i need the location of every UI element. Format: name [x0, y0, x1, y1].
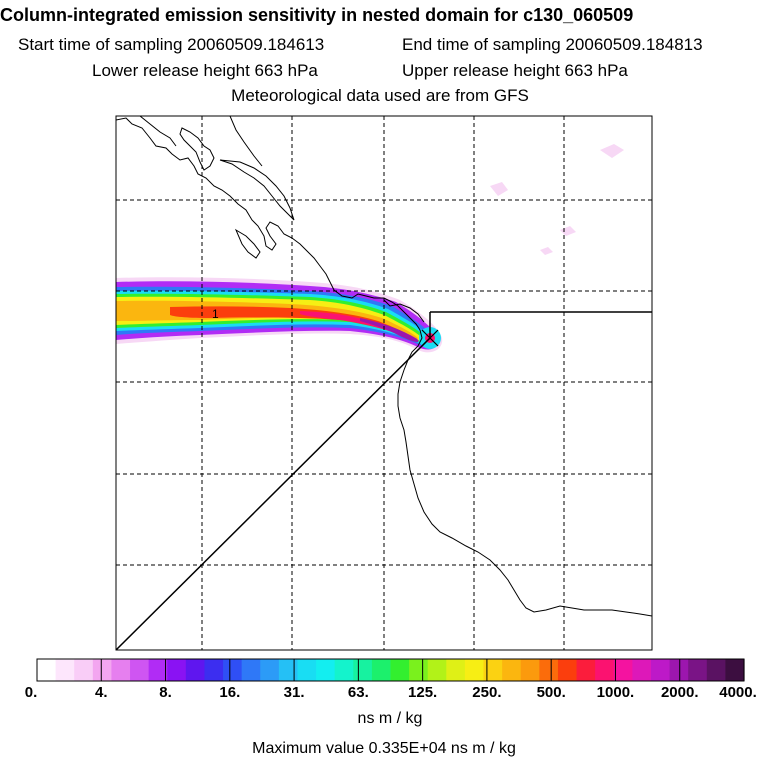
colorbar-swatch — [55, 659, 75, 681]
colorbar-swatch — [111, 659, 131, 681]
colorbar-tick-label: 2000. — [660, 684, 699, 701]
plume-core — [360, 318, 419, 342]
colorbar-swatch — [241, 659, 261, 681]
colorbar-swatch — [74, 659, 94, 681]
end-time-label: End time of sampling 20060509.184813 — [402, 35, 703, 54]
receptor-marker — [421, 329, 439, 347]
colorbar-swatch — [483, 659, 503, 681]
colorbar-tick-label: 8. — [159, 684, 172, 701]
colorbar — [37, 659, 745, 681]
colorbar-swatch — [706, 659, 726, 681]
colorbar-swatch — [185, 659, 206, 681]
start-time-label: Start time of sampling 20060509.184613 — [18, 35, 325, 54]
colorbar-swatch — [520, 659, 540, 681]
colorbar-tick-label: 4. — [95, 684, 108, 701]
receptor-cross — [421, 329, 439, 347]
coastline — [116, 116, 652, 617]
faint-patch — [600, 144, 624, 158]
coastline-gulf — [219, 159, 295, 221]
upper-release-label: Upper release height 663 hPa — [402, 61, 628, 80]
colorbar-swatch — [316, 659, 336, 681]
coastline-inland — [139, 116, 263, 167]
colorbar-swatch — [446, 659, 466, 681]
colorbar-swatch — [353, 659, 373, 681]
colorbar-swatch — [148, 659, 168, 681]
colorbar-swatch — [595, 659, 615, 681]
faint-patch — [560, 226, 576, 236]
colorbar-tick-label: 63. — [347, 684, 369, 701]
colorbar-swatch — [427, 659, 447, 681]
lower-release-label: Lower release height 663 hPa — [92, 61, 318, 80]
colorbar-swatch — [297, 659, 317, 681]
colorbar-swatch — [632, 659, 652, 681]
colorbar-swatch — [409, 659, 429, 681]
colorbar-swatch — [260, 659, 280, 681]
colorbar-units: ns m / kg — [357, 710, 423, 727]
colorbar-swatch — [92, 659, 113, 681]
colorbar-swatch — [669, 659, 689, 681]
map-title: Column-integrated emission sensitivity i… — [0, 5, 634, 25]
plume-band-red — [170, 306, 414, 339]
colorbar-swatch — [557, 659, 578, 681]
trajectory-line — [115, 337, 431, 651]
colorbar-swatch — [390, 659, 410, 681]
colorbar-swatch — [613, 659, 633, 681]
colorbar-swatch — [464, 659, 485, 681]
colorbar-swatch — [371, 659, 392, 681]
colorbar-swatch — [278, 659, 299, 681]
map-frame — [115, 115, 653, 651]
colorbar-swatch — [223, 659, 243, 681]
colorbar-swatch — [650, 659, 671, 681]
plume-band-magenta — [300, 311, 411, 339]
colorbar-swatch — [334, 659, 354, 681]
colorbar-tick-label: 16. — [219, 684, 241, 701]
coastline-main — [116, 117, 652, 617]
graticule — [116, 116, 652, 650]
colorbar-tick-label: 500. — [536, 684, 566, 701]
colorbar-frame — [36, 658, 745, 682]
colorbar-tick-label: 0. — [24, 684, 38, 701]
trajectory — [115, 311, 652, 651]
colorbar-tick-label: 4000. — [719, 684, 757, 701]
colorbar-tick-label: 31. — [283, 684, 305, 701]
colorbar-tick-label: 1000. — [596, 684, 635, 701]
colorbar-swatch — [37, 659, 57, 681]
coastline-bay — [383, 299, 425, 323]
colorbar-swatch — [539, 659, 559, 681]
maximum-value-label: Maximum value 0.335E+04 ns m / kg — [252, 740, 516, 757]
colorbar-swatch — [502, 659, 522, 681]
colorbar-swatch — [725, 659, 745, 681]
colorbar-tick-label: 125. — [408, 684, 438, 701]
faint-patch — [540, 247, 553, 255]
coastline-vancouver-island — [179, 127, 215, 171]
plume-marker-label: 1 — [212, 307, 219, 321]
faint-patch — [490, 182, 508, 196]
colorbar-swatch — [688, 659, 708, 681]
met-data-label: Meteorological data used are from GFS — [231, 86, 529, 105]
plume-field — [116, 144, 624, 353]
colorbar-swatch — [167, 659, 187, 681]
colorbar-tick-label: 250. — [472, 684, 502, 701]
coastline-inlet — [234, 228, 261, 259]
colorbar-swatch — [130, 659, 150, 681]
colorbar-swatch — [576, 659, 596, 681]
colorbar-swatch — [204, 659, 224, 681]
